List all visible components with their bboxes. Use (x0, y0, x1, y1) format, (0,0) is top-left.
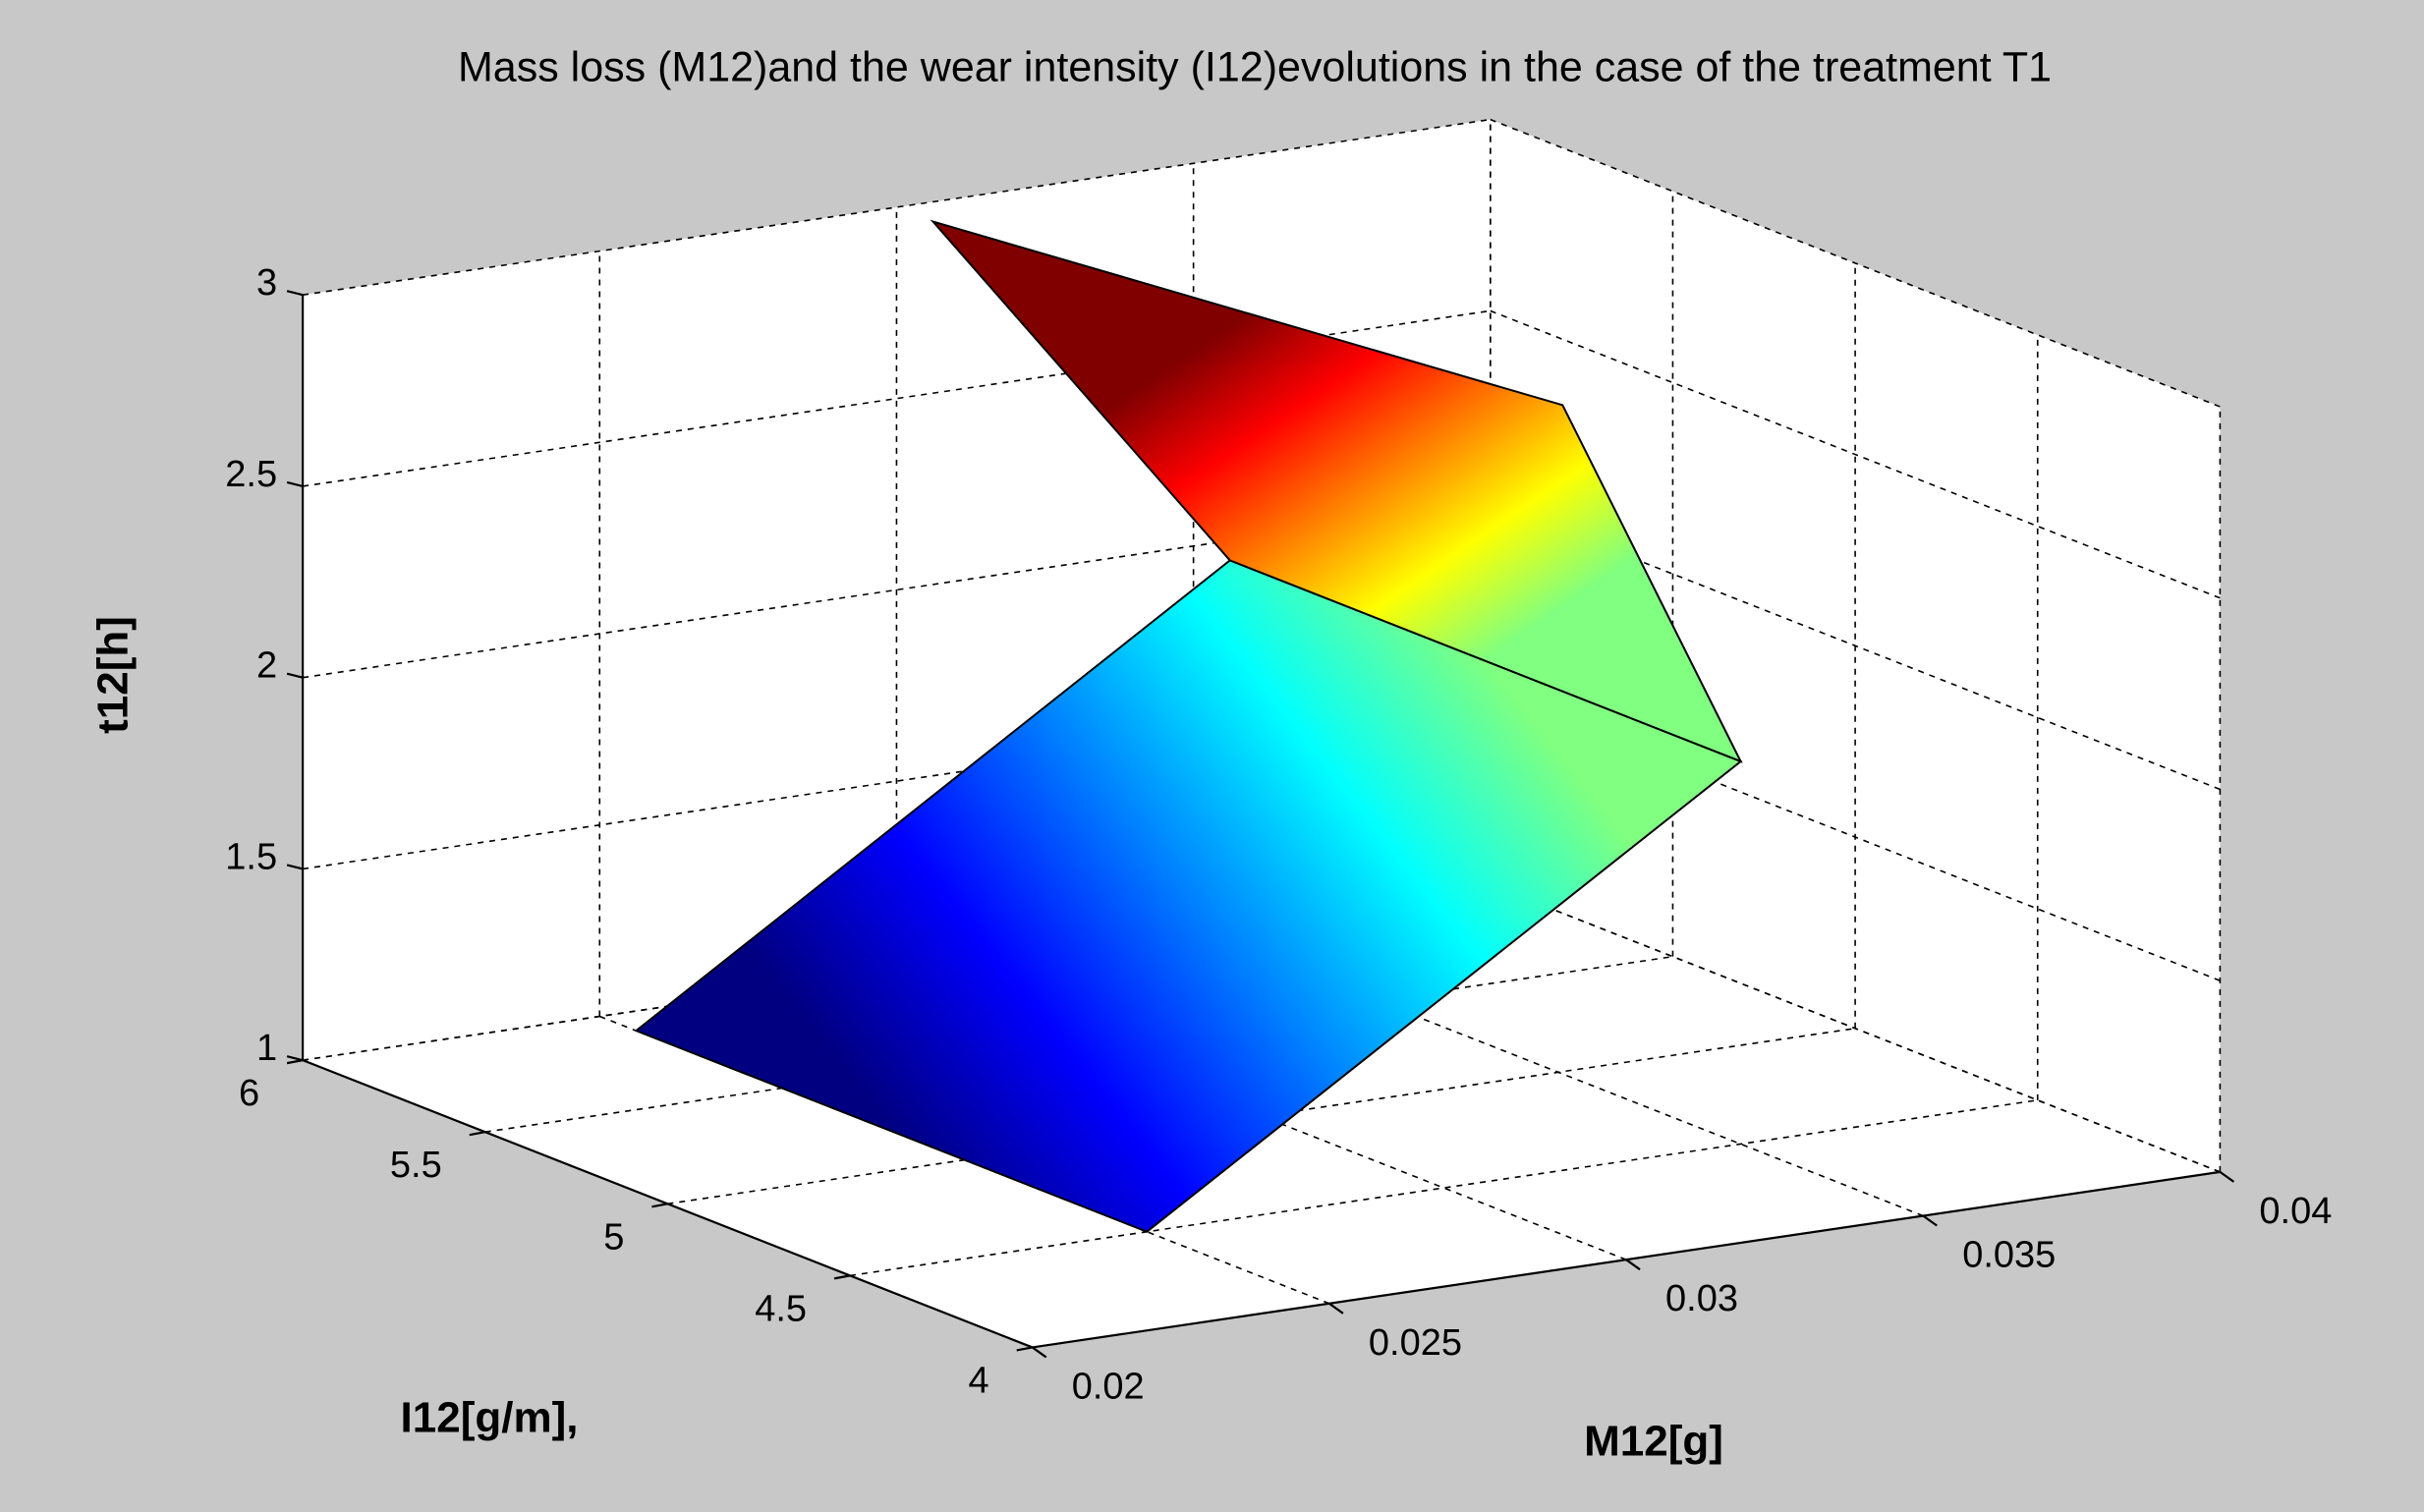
grid-line (1490, 309, 2221, 599)
x-tick-label: 0.02 (1072, 1366, 1145, 1407)
z-tick-label: 1.5 (225, 836, 277, 877)
y-tick-label: 4 (969, 1360, 989, 1401)
y-tick-mark (469, 1131, 485, 1137)
x-tick-mark (1032, 1346, 1047, 1359)
x-tick-label: 0.035 (1962, 1235, 2056, 1276)
z-tick-mark (286, 290, 304, 297)
x-tick-mark (2219, 1171, 2235, 1183)
z-tick-label: 2.5 (225, 454, 277, 495)
y-tick-label: 6 (239, 1073, 259, 1114)
grid-line (1490, 118, 2221, 408)
y-tick-mark (1016, 1346, 1033, 1352)
x-tick-label: 0.03 (1665, 1278, 1738, 1319)
x-tick-label: 0.04 (2259, 1191, 2332, 1232)
x-axis (1032, 1170, 2221, 1349)
z-tick-mark (286, 480, 304, 488)
x-tick-mark (1625, 1259, 1641, 1271)
z-tick-mark (286, 864, 304, 870)
chart-title: Mass loss (M12)and the wear intensity (I… (458, 43, 2052, 90)
z-tick-label: 2 (256, 645, 277, 687)
x-tick-mark (1922, 1214, 1938, 1227)
z-tick-label: 3 (256, 262, 277, 304)
z-tick-mark (286, 672, 304, 679)
y-tick-label: 5 (603, 1216, 624, 1258)
x-tick-label: 0.025 (1369, 1322, 1462, 1364)
z-tick-mark (286, 1055, 304, 1062)
z-axis-label: t12[h] (89, 616, 138, 734)
y-tick-mark (286, 1059, 304, 1065)
x-axis-label: M12[g] (1584, 1418, 1723, 1466)
y-tick-mark (651, 1203, 668, 1208)
y-tick-label: 4.5 (755, 1288, 807, 1329)
x-tick-mark (1328, 1302, 1344, 1315)
y-tick-mark (833, 1274, 851, 1280)
surface-patch (930, 219, 1743, 763)
z-tick-label: 1 (256, 1028, 277, 1069)
y-axis (302, 1059, 1034, 1349)
y-axis-label: I12[g/m], (401, 1394, 579, 1442)
y-tick-label: 5.5 (390, 1145, 442, 1186)
grid-line (1490, 883, 2221, 1173)
